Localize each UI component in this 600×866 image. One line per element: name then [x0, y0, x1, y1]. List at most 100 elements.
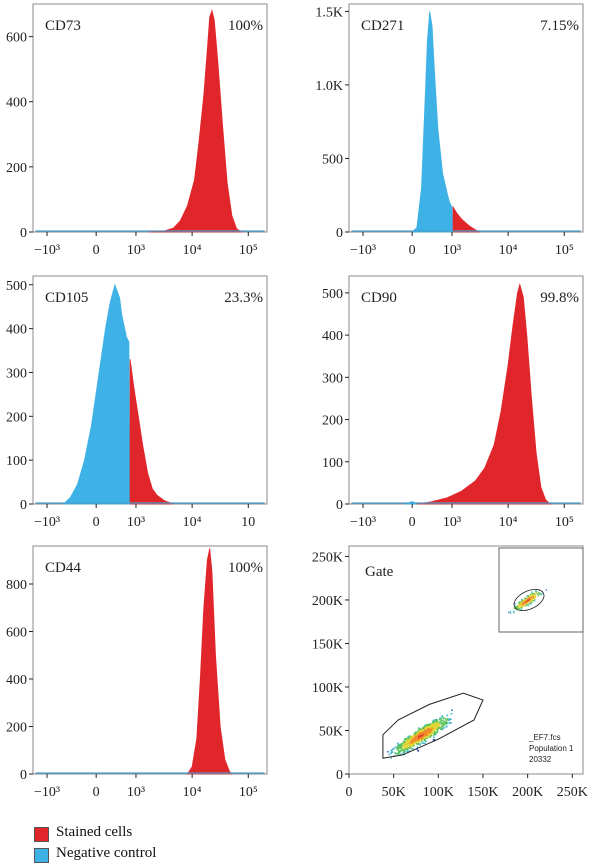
scatter-point: [409, 735, 411, 738]
scatter-point: [445, 726, 448, 728]
scatter-point: [400, 745, 403, 747]
scatter-point: [427, 733, 430, 736]
plot-frame: [348, 3, 584, 233]
x-tick-label: 0: [409, 515, 416, 530]
scatter-point: [426, 731, 428, 734]
inset-point: [527, 595, 529, 597]
scatter-point: [424, 742, 426, 745]
scatter-point: [420, 735, 422, 738]
inset-point: [528, 603, 531, 605]
scatter-point: [429, 735, 431, 737]
inset-point: [518, 603, 521, 606]
scatter-point: [428, 735, 430, 737]
scatter-point: [424, 730, 426, 733]
scatter-point: [425, 736, 428, 739]
scatter-point: [418, 733, 420, 735]
scatter-point: [416, 732, 419, 735]
histogram-stained: [452, 205, 481, 233]
scatter-point: [405, 737, 408, 740]
scatter-point: [433, 725, 435, 728]
histogram-stained: [129, 359, 174, 505]
scatter-point: [397, 750, 400, 752]
scatter-point: [425, 726, 428, 728]
scatter-point: [421, 733, 423, 735]
x-tick-label: 0: [93, 243, 100, 258]
scatter-point: [416, 735, 418, 738]
negative-swatch: [34, 848, 49, 863]
inset-point: [520, 605, 523, 608]
inset-point: [523, 601, 525, 603]
y-tick-label: 500: [322, 152, 343, 167]
y-tick-label: 0: [20, 226, 27, 241]
scatter-point: [436, 726, 438, 729]
inset-point: [520, 603, 522, 605]
scatter-point: [450, 718, 452, 720]
scatter-point: [387, 750, 389, 753]
panel-cd271: 0 500 1.0K 1.5K −10³ 0 10³ 10⁴ 10⁵ CD271 7.15%: [315, 3, 584, 258]
x-tick-label: 10³: [443, 243, 461, 258]
inset-point: [539, 592, 541, 594]
scatter-point: [398, 743, 400, 746]
scatter-point: [410, 747, 413, 750]
scatter-point: [445, 720, 447, 722]
scatter-point: [408, 740, 411, 743]
scatter-point: [402, 747, 404, 749]
scatter-point: [435, 718, 437, 721]
scatter-point: [448, 719, 450, 722]
inset-point: [530, 595, 532, 597]
scatter-point: [431, 732, 434, 734]
scatter-point: [446, 719, 449, 721]
inset-point: [526, 595, 528, 597]
inset-point: [526, 604, 528, 606]
scatter-point: [451, 709, 453, 712]
scatter-point: [441, 719, 444, 722]
scatter-point: [414, 740, 417, 742]
y-tick-label: 500: [322, 287, 343, 302]
x-tick-label: 10⁴: [499, 243, 518, 258]
x-tick-label: 10³: [127, 785, 145, 800]
scatter-point: [424, 734, 427, 736]
inset-point: [531, 591, 533, 593]
scatter-point: [444, 724, 446, 726]
x-tick-label: −10³: [34, 785, 60, 800]
inset-point: [521, 599, 524, 601]
inset-point: [540, 594, 542, 596]
scatter-point: [412, 737, 414, 739]
inset-point: [537, 594, 539, 596]
scatter-point: [440, 728, 442, 730]
inset-point: [531, 601, 533, 603]
x-tick-label: −10³: [34, 515, 60, 530]
panel-cd73: 0 200 400 600 −10³ 0 10³ 10⁴ 10⁵ CD73 100%: [6, 3, 268, 258]
scatter-point: [397, 745, 399, 747]
scatter-point: [446, 714, 449, 717]
inset-point: [526, 599, 528, 601]
scatter-point: [405, 747, 408, 749]
scatter-point: [419, 733, 421, 736]
scatter-point: [435, 725, 438, 727]
scatter-point: [431, 725, 433, 727]
histogram-negative: [62, 283, 131, 505]
scatter-point: [406, 748, 409, 750]
scatter-point: [441, 715, 443, 717]
scatter-point: [428, 726, 431, 729]
scatter-point: [421, 740, 423, 743]
inset-point: [530, 601, 532, 604]
y-tick-label: 200: [6, 161, 27, 176]
scatter-point: [408, 743, 411, 746]
y-tick-label: 0: [336, 226, 343, 241]
inset-point: [529, 598, 531, 600]
scatter-point: [434, 725, 436, 728]
scatter-point: [400, 747, 403, 750]
scatter-point: [390, 752, 392, 754]
scatter-point: [418, 727, 420, 729]
scatter-point: [428, 729, 431, 732]
scatter-point: [423, 733, 426, 735]
x-tick-label: −10³: [34, 243, 60, 258]
scatter-point: [409, 741, 411, 744]
percent-label: 99.8%: [540, 290, 579, 306]
inset-point: [515, 606, 517, 608]
inset-point: [520, 602, 522, 605]
scatter-point: [417, 750, 420, 752]
scatter-point: [445, 721, 448, 723]
scatter-point: [431, 721, 434, 723]
